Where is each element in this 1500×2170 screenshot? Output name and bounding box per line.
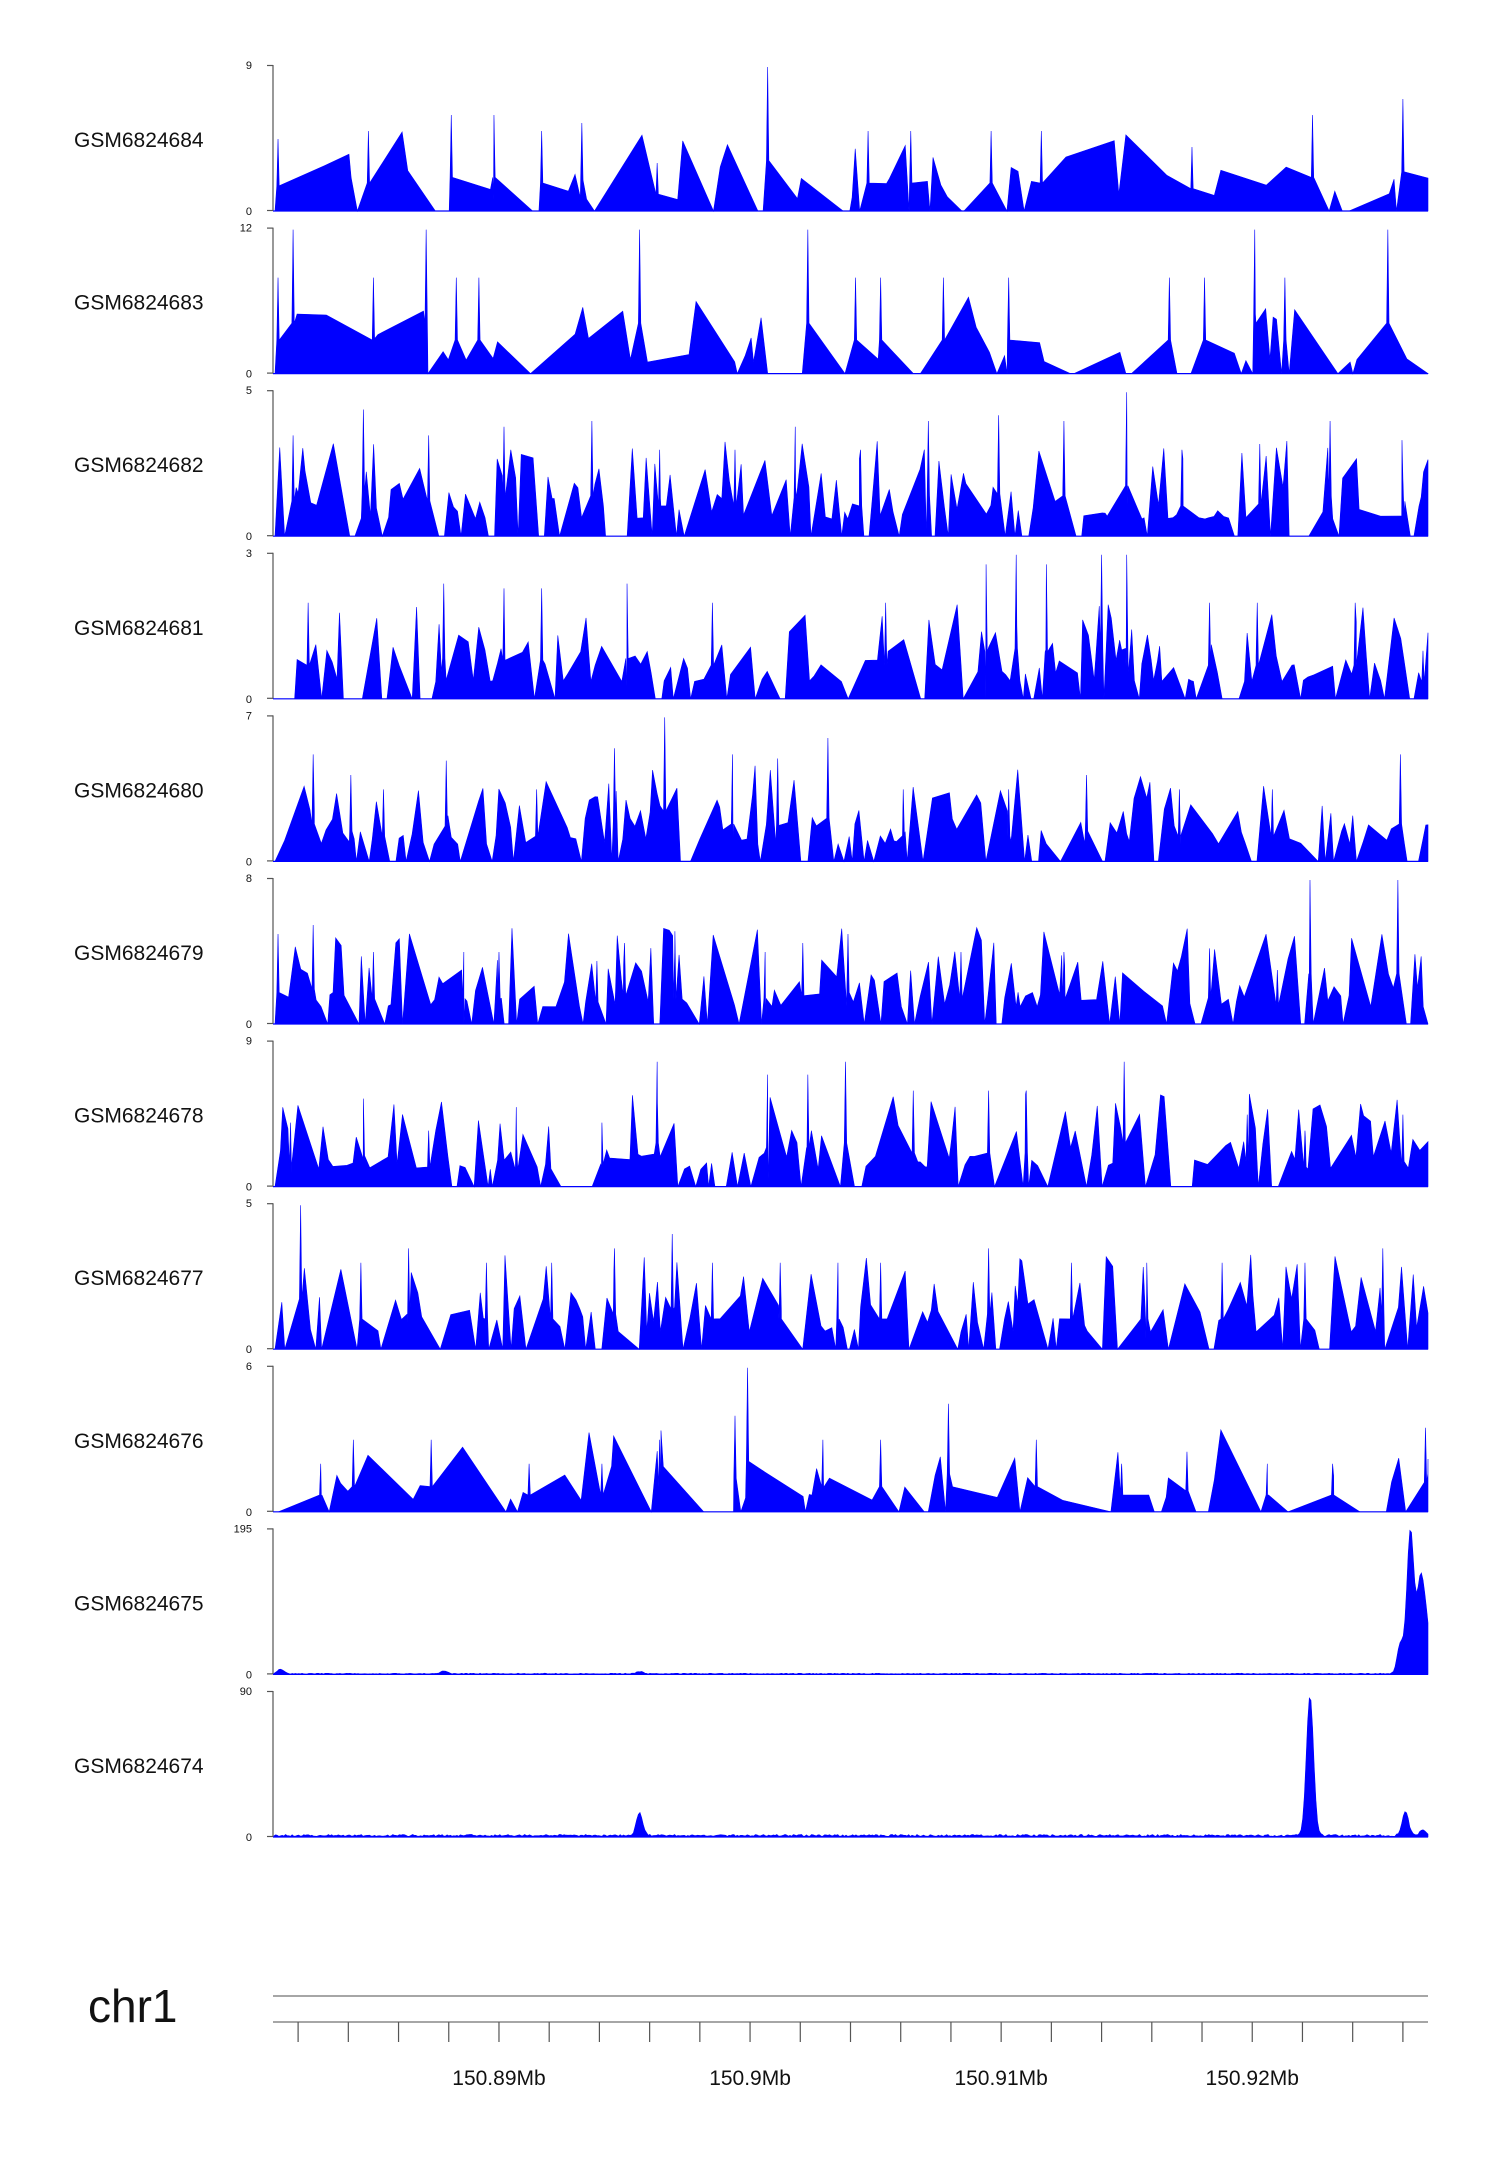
track-label: GSM6824683	[74, 292, 204, 315]
y-axis-max-label: 9	[246, 60, 252, 72]
signal-area-GSM6824677	[274, 1205, 1429, 1351]
signal-area-GSM6824684	[274, 66, 1429, 213]
axis-tick-label: 150.92Mb	[1206, 2067, 1299, 2090]
track-label: GSM6824677	[74, 1267, 204, 1290]
axis-tick-label: 150.89Mb	[452, 2067, 545, 2090]
y-axis-max-label: 12	[240, 223, 252, 235]
track-label: GSM6824676	[74, 1430, 204, 1453]
y-axis-max-label: 6	[246, 1361, 252, 1373]
chromosome-label: chr1	[88, 1980, 177, 2032]
y-axis-max-label: 195	[234, 1523, 252, 1535]
signal-area-GSM6824679	[274, 879, 1429, 1026]
y-axis-max-label: 8	[246, 873, 252, 885]
signal-area-GSM6824680	[274, 717, 1429, 863]
track-label: GSM6824682	[74, 454, 204, 477]
tracks-layer: GSM682468490GSM6824683120GSM682468250GSM…	[74, 60, 1429, 1844]
y-axis-max-label: 90	[240, 1686, 252, 1698]
axis-tick-label: 150.9Mb	[709, 2067, 791, 2090]
y-axis-min-label: 0	[246, 206, 252, 218]
signal-area-GSM6824676	[274, 1367, 1429, 1513]
track-GSM6824681: GSM6824681 3 0	[74, 548, 1429, 706]
track-label: GSM6824681	[74, 617, 204, 640]
track-label: GSM6824674	[74, 1755, 204, 1778]
y-axis-min-label: 0	[246, 694, 252, 706]
y-axis-max-label: 9	[246, 1036, 252, 1048]
track-GSM6824682: GSM6824682 5 0	[74, 385, 1429, 543]
genome-axis: chr1 150.89Mb 150.9Mb 150.91Mb 150.92Mb	[88, 1980, 1428, 2090]
track-GSM6824675: GSM6824675 195 0	[74, 1523, 1429, 1681]
y-axis-min-label: 0	[246, 531, 252, 543]
track-GSM6824677: GSM6824677 5 0	[74, 1198, 1429, 1356]
track-GSM6824679: GSM6824679 8 0	[74, 873, 1429, 1031]
track-label: GSM6824675	[74, 1592, 204, 1615]
y-axis-min-label: 0	[246, 1507, 252, 1519]
y-axis-max-label: 3	[246, 548, 252, 560]
signal-area-GSM6824683	[274, 229, 1429, 375]
track-GSM6824680: GSM6824680 7 0	[74, 710, 1429, 868]
track-label: GSM6824684	[74, 129, 204, 152]
y-axis-min-label: 0	[246, 369, 252, 381]
y-axis-max-label: 5	[246, 385, 252, 397]
signal-area-GSM6824682	[274, 392, 1429, 538]
axis-tick-label: 150.91Mb	[954, 2067, 1047, 2090]
y-axis-min-label: 0	[246, 1669, 252, 1681]
signal-area-GSM6824675	[273, 1529, 1429, 1675]
signal-area-GSM6824674	[273, 1697, 1429, 1838]
track-GSM6824683: GSM6824683 12 0	[74, 223, 1429, 381]
track-label: GSM6824679	[74, 942, 204, 965]
track-label: GSM6824678	[74, 1105, 204, 1128]
track-label: GSM6824680	[74, 779, 204, 802]
track-GSM6824674: GSM6824674 90 0	[74, 1686, 1429, 1844]
y-axis-min-label: 0	[246, 1019, 252, 1031]
y-axis-min-label: 0	[246, 856, 252, 868]
signal-area-GSM6824681	[274, 554, 1429, 700]
track-GSM6824684: GSM6824684 9 0	[74, 60, 1429, 218]
y-axis-max-label: 5	[246, 1198, 252, 1210]
y-axis-min-label: 0	[246, 1832, 252, 1844]
track-GSM6824678: GSM6824678 9 0	[74, 1036, 1429, 1194]
track-GSM6824676: GSM6824676 6 0	[74, 1361, 1429, 1519]
signal-area-GSM6824678	[274, 1061, 1429, 1188]
y-axis-min-label: 0	[246, 1344, 252, 1356]
y-axis-min-label: 0	[246, 1182, 252, 1194]
y-axis-max-label: 7	[246, 710, 252, 722]
